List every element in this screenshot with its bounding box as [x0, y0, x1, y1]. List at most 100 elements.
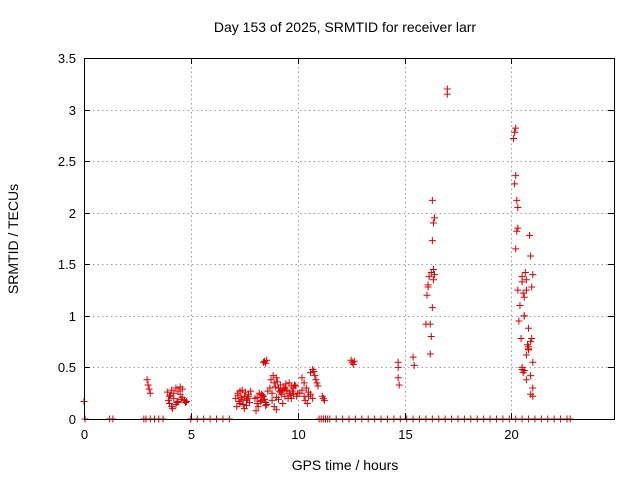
- data-point: [430, 214, 438, 222]
- data-point: [515, 317, 523, 325]
- data-point: [300, 379, 308, 387]
- y-tick-labels: 0 0.5 1 1.5 2 2.5 3 3.5: [58, 51, 76, 427]
- data-point: [304, 392, 312, 400]
- data-point: [314, 382, 322, 390]
- data-point: [246, 398, 254, 406]
- data-point: [516, 302, 524, 310]
- data-point: [183, 397, 191, 405]
- data-point: [320, 396, 328, 404]
- data-point: [349, 360, 357, 368]
- data-point: [167, 391, 175, 399]
- data-point: [268, 389, 276, 397]
- data-point: [512, 124, 520, 132]
- data-point: [425, 273, 433, 281]
- x-tick-label: 15: [398, 427, 412, 442]
- data-point: [428, 196, 436, 204]
- data-point: [522, 351, 530, 359]
- y-tick-label: 1: [69, 309, 76, 324]
- data-point: [529, 384, 537, 392]
- data-point: [274, 395, 282, 403]
- data-point: [512, 245, 520, 253]
- y-tick-label: 0: [69, 412, 76, 427]
- data-point: [258, 391, 266, 399]
- data-point: [271, 383, 279, 391]
- data-point: [514, 286, 522, 294]
- data-point: [443, 90, 451, 98]
- data-point: [268, 396, 276, 404]
- data-point: [144, 381, 152, 389]
- axis-ticks: [84, 58, 614, 420]
- data-point: [350, 357, 358, 365]
- data-point: [164, 396, 172, 404]
- data-point: [520, 293, 528, 301]
- data-point: [266, 384, 274, 392]
- data-point: [395, 381, 403, 389]
- data-point: [277, 381, 285, 389]
- data-point: [302, 384, 310, 392]
- data-point: [288, 387, 296, 395]
- data-point: [518, 365, 526, 373]
- data-point: [257, 390, 265, 398]
- data-point: [267, 376, 275, 384]
- data-point: [511, 128, 519, 136]
- data-point: [287, 382, 295, 390]
- data-point: [521, 269, 529, 277]
- data-point: [514, 224, 522, 232]
- y-tick-label: 0.5: [58, 360, 76, 375]
- data-point: [247, 387, 255, 395]
- data-point: [270, 379, 278, 387]
- data-point: [527, 252, 535, 260]
- data-point: [269, 372, 277, 380]
- data-point: [522, 286, 530, 294]
- y-tick-label: 2: [69, 206, 76, 221]
- data-point: [528, 283, 536, 291]
- data-point: [426, 320, 434, 328]
- data-point: [527, 338, 535, 346]
- data-point: [429, 219, 437, 227]
- data-point: [182, 398, 190, 406]
- data-point: [233, 403, 241, 411]
- data-point: [529, 271, 537, 279]
- y-tick-label: 3: [69, 103, 76, 118]
- x-tick-labels: 0 5 10 15 20: [81, 427, 519, 442]
- data-point: [280, 385, 288, 393]
- data-point: [310, 368, 318, 376]
- data-point: [262, 359, 270, 367]
- data-point: [286, 391, 294, 399]
- data-point: [298, 374, 306, 382]
- data-point: [282, 380, 290, 388]
- data-point: [312, 376, 320, 384]
- data-point: [517, 335, 525, 343]
- data-point: [527, 372, 535, 380]
- data-point: [262, 398, 270, 406]
- data-point: [529, 358, 537, 366]
- data-point: [277, 388, 285, 396]
- x-tick-label: 20: [504, 427, 518, 442]
- data-point: [173, 398, 181, 406]
- data-point: [252, 407, 260, 415]
- data-point: [143, 376, 151, 384]
- data-point: [313, 379, 321, 387]
- data-point: [409, 353, 417, 361]
- data-point: [427, 269, 435, 277]
- data-point: [241, 388, 249, 396]
- data-point: [525, 345, 533, 353]
- data-point: [423, 291, 431, 299]
- x-axis-title: GPS time / hours: [292, 457, 399, 473]
- data-point: [238, 395, 246, 403]
- data-point: [240, 405, 248, 413]
- data-point: [428, 304, 436, 312]
- data-point: [263, 356, 271, 364]
- data-point: [519, 289, 527, 297]
- data-point: [283, 386, 291, 394]
- data-point: [256, 397, 264, 405]
- grid-lines: [84, 58, 614, 419]
- data-point: [311, 372, 319, 380]
- data-points: [80, 85, 574, 423]
- data-point: [526, 231, 534, 239]
- data-point: [145, 385, 153, 393]
- data-point: [163, 388, 171, 396]
- data-point: [514, 204, 522, 212]
- data-point: [518, 278, 526, 286]
- data-point: [303, 400, 311, 408]
